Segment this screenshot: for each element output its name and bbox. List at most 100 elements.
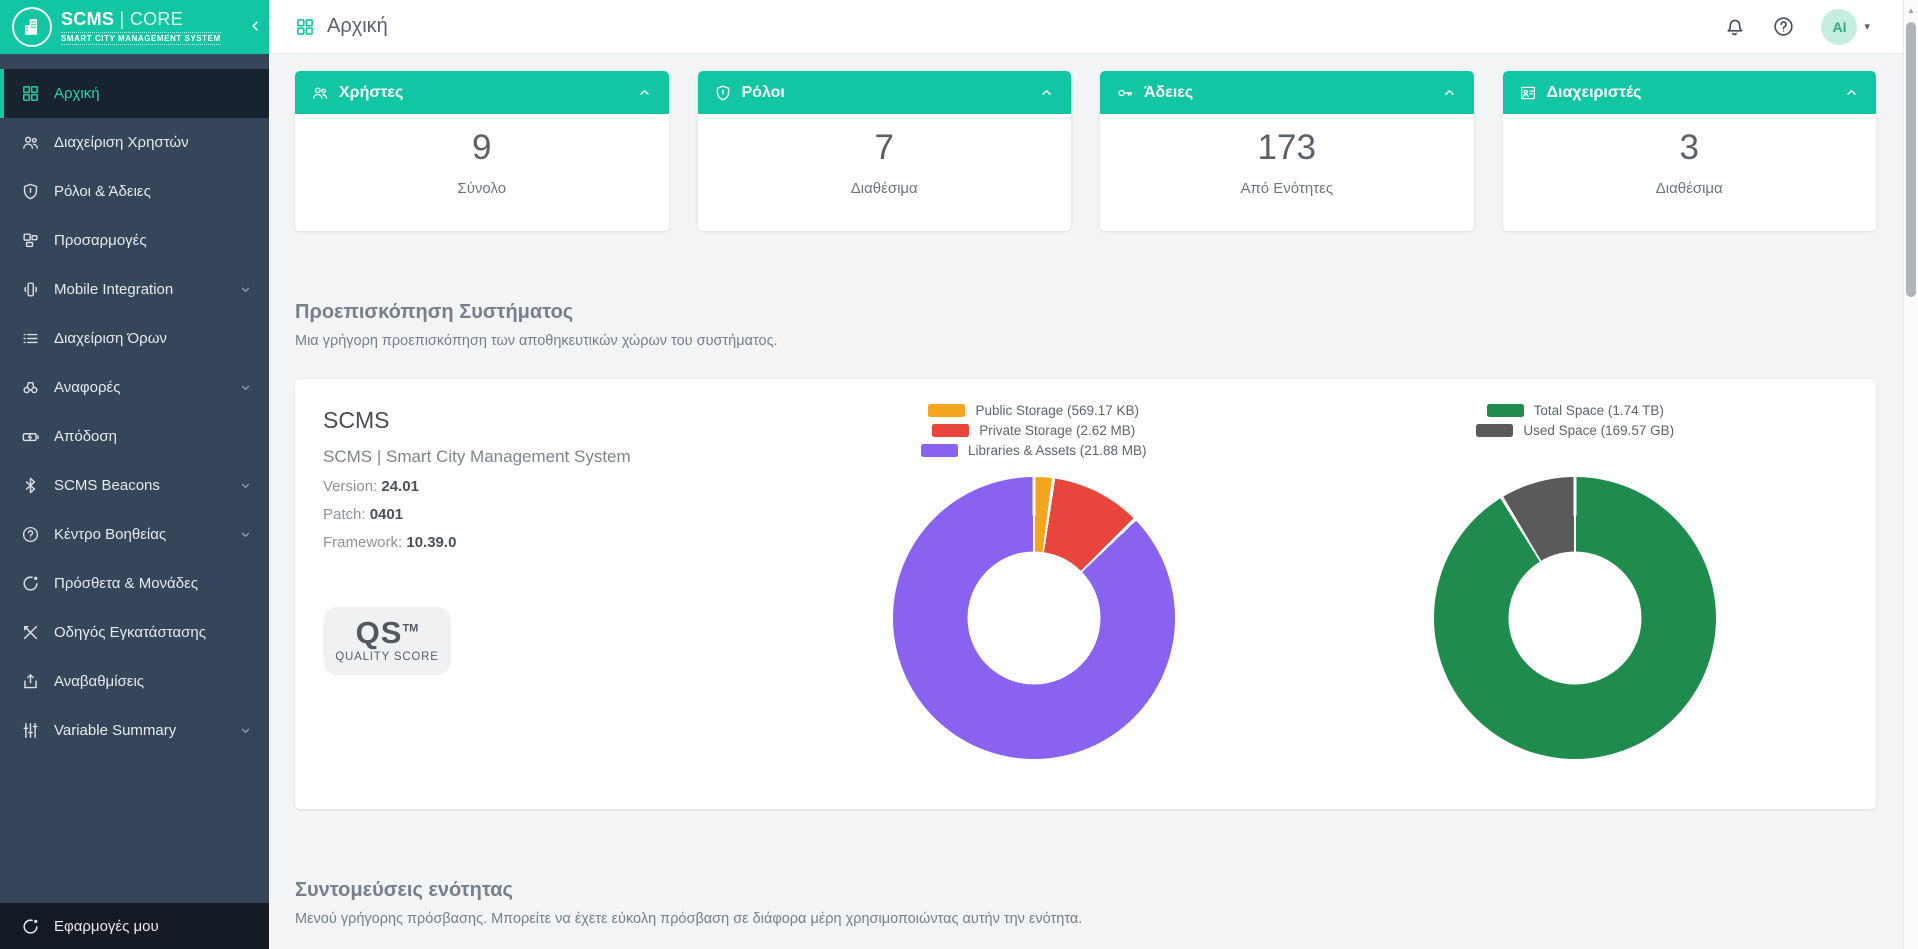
vertical-scrollbar[interactable]: ▲ xyxy=(1903,0,1918,949)
stat-card-row: Χρήστες 9 Σύνολο Ρόλοι 7 Διαθέσιμα Άδειε… xyxy=(295,71,1876,231)
sidebar-item[interactable]: Αναβαθμίσεις xyxy=(0,657,269,706)
sidebar-menu: Αρχική Διαχείριση Χρηστών Ρόλοι & Άδειες… xyxy=(0,54,269,755)
stat-card-header[interactable]: Άδειες xyxy=(1100,71,1474,114)
chevron-down-icon xyxy=(238,478,253,493)
sidebar-item-label: Variable Summary xyxy=(54,722,177,739)
content: Χρήστες 9 Σύνολο Ρόλοι 7 Διαθέσιμα Άδειε… xyxy=(269,54,1918,949)
bell-icon[interactable] xyxy=(1723,15,1746,38)
avatar[interactable]: AI xyxy=(1821,8,1858,45)
system-preview-card: SCMS SCMS | Smart City Management System… xyxy=(295,379,1876,809)
scrollbar-thumb[interactable] xyxy=(1906,22,1916,297)
app-logo-text: SCMS | CORE SMART CITY MANAGEMENT SYSTEM xyxy=(61,9,221,45)
stat-card: Χρήστες 9 Σύνολο xyxy=(295,71,669,231)
sidebar-item[interactable]: Κέντρο Βοηθείας xyxy=(0,510,269,559)
stat-card-header[interactable]: Διαχειριστές xyxy=(1502,71,1876,114)
legend-label: Libraries & Assets (21.88 MB) xyxy=(967,443,1147,458)
help-icon xyxy=(21,525,40,544)
legend-item[interactable]: Used Space (169.57 GB) xyxy=(1476,423,1674,438)
tools-icon xyxy=(21,623,40,642)
legend-swatch xyxy=(932,424,970,437)
sliders-icon xyxy=(21,721,40,740)
mobile-icon xyxy=(21,280,40,299)
stat-label: Σύνολο xyxy=(457,179,507,197)
app-tagline: SMART CITY MANAGEMENT SYSTEM xyxy=(61,32,221,45)
chevron-up-icon[interactable] xyxy=(636,84,653,101)
topbar-actions: AI ▾ xyxy=(1723,8,1870,45)
product-full-name: SCMS | Smart City Management System xyxy=(323,447,631,466)
chevron-down-icon xyxy=(238,527,253,542)
chart-legend: Total Space (1.74 TB) Used Space (169.57… xyxy=(1476,403,1674,475)
product-name: SCMS xyxy=(323,407,390,433)
sidebar-item-label: Αρχική xyxy=(54,85,100,102)
shield-icon xyxy=(714,84,732,102)
legend-label: Public Storage (569.17 KB) xyxy=(975,403,1140,418)
stat-value: 3 xyxy=(1679,128,1699,167)
sidebar-item-label: Προσαρμογές xyxy=(54,232,147,249)
legend-item[interactable]: Public Storage (569.17 KB) xyxy=(928,403,1139,418)
stat-card-title: Χρήστες xyxy=(339,83,404,101)
users-icon xyxy=(21,133,40,152)
stat-card-header[interactable]: Ρόλοι xyxy=(697,71,1071,114)
sidebar-item-label: Διαχείριση Χρηστών xyxy=(54,134,189,151)
chevron-up-icon[interactable] xyxy=(1441,84,1458,101)
product-framework: Framework: 10.39.0 xyxy=(323,534,457,551)
stat-label: Διαθέσιμα xyxy=(1655,179,1723,197)
legend-label: Used Space (169.57 GB) xyxy=(1523,423,1675,438)
stat-value: 173 xyxy=(1257,128,1316,167)
chevron-up-icon[interactable] xyxy=(1843,84,1860,101)
sidebar-header: SCMS | CORE SMART CITY MANAGEMENT SYSTEM xyxy=(0,0,269,54)
sidebar-item[interactable]: Variable Summary xyxy=(0,706,269,755)
legend-item[interactable]: Libraries & Assets (21.88 MB) xyxy=(920,443,1147,458)
layout-icon xyxy=(21,231,40,250)
app-logo xyxy=(12,7,52,47)
sidebar-item[interactable]: Διαχείριση Όρων xyxy=(0,314,269,363)
sidebar-item-label: Ρόλοι & Άδειες xyxy=(54,183,151,200)
sidebar-item-label: Κέντρο Βοηθείας xyxy=(54,526,167,543)
sidebar-item[interactable]: Ρόλοι & Άδειες xyxy=(0,167,269,216)
sidebar-item[interactable]: Προσαρμογές xyxy=(0,216,269,265)
help-icon[interactable] xyxy=(1772,15,1795,38)
system-preview-heading: Προεπισκόπηση Συστήματος xyxy=(295,301,574,323)
sidebar-item[interactable]: Αναφορές xyxy=(0,363,269,412)
legend-swatch xyxy=(1486,404,1524,417)
sidebar-item[interactable]: Διαχείριση Χρηστών xyxy=(0,118,269,167)
app-title: SCMS | CORE xyxy=(61,9,184,29)
stat-card-header[interactable]: Χρήστες xyxy=(295,71,669,114)
sidebar-item[interactable]: SCMS Beacons xyxy=(0,461,269,510)
collapse-icon[interactable] xyxy=(246,17,264,35)
sidebar-item[interactable]: Αρχική xyxy=(0,69,269,118)
grid-icon xyxy=(21,84,40,103)
terms-list-icon xyxy=(21,329,40,348)
sidebar-item[interactable]: Απόδοση xyxy=(0,412,269,461)
sidebar-item[interactable]: Mobile Integration xyxy=(0,265,269,314)
apps-icon xyxy=(21,917,40,936)
user-menu[interactable]: AI ▾ xyxy=(1821,8,1870,45)
sidebar-footer-item[interactable]: Εφαρμογές μου xyxy=(0,903,269,949)
sidebar-item-label: Αναβαθμίσεις xyxy=(54,673,145,690)
topbar: Αρχική AI ▾ xyxy=(269,0,1918,54)
legend-item[interactable]: Private Storage (2.62 MB) xyxy=(932,423,1135,438)
sidebar-item[interactable]: Οδηγός Εγκατάστασης xyxy=(0,608,269,657)
sidebar-item-label: Πρόσθετα & Μονάδες xyxy=(54,575,198,592)
chevron-up-icon[interactable] xyxy=(1038,84,1055,101)
page-title: Αρχική xyxy=(327,15,388,37)
sidebar-item-label: SCMS Beacons xyxy=(54,477,160,494)
chevron-down-icon xyxy=(238,282,253,297)
stat-card-body: 3 Διαθέσιμα xyxy=(1503,114,1877,231)
legend-label: Total Space (1.74 TB) xyxy=(1533,403,1664,418)
sidebar-footer-label: Εφαρμογές μου xyxy=(54,917,159,935)
grid-icon xyxy=(295,17,315,37)
stat-card: Άδειες 173 Από Ενότητες xyxy=(1100,71,1474,231)
scrollbar-up-arrow[interactable]: ▲ xyxy=(1907,6,1915,15)
chevron-down-icon xyxy=(238,723,253,738)
quality-score-caption: QUALITY SCORE xyxy=(335,651,439,663)
legend-swatch xyxy=(1476,424,1514,437)
legend-item[interactable]: Total Space (1.74 TB) xyxy=(1486,403,1664,418)
sidebar-item[interactable]: Πρόσθετα & Μονάδες xyxy=(0,559,269,608)
stat-card-title: Άδειες xyxy=(1144,83,1194,101)
product-version: Version: 24.01 xyxy=(323,478,419,495)
product-patch: Patch: 0401 xyxy=(323,506,404,523)
storage-breakdown-chart: Public Storage (569.17 KB) Private Stora… xyxy=(763,401,1305,781)
donut-hole xyxy=(967,551,1101,685)
